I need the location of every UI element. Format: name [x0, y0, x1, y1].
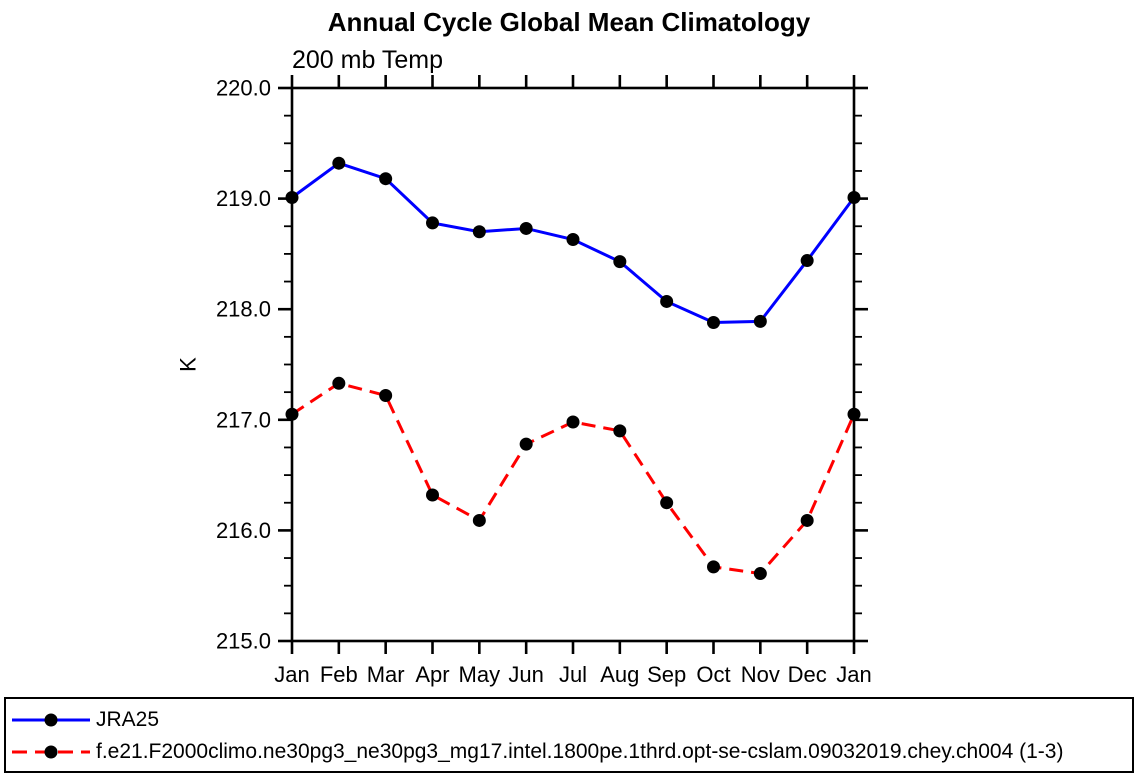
data-point-series-1	[519, 221, 533, 235]
x-axis: Jan Feb Mar Apr May Jun Jul Aug Sep Oct Nov Dec Jan	[274, 75, 872, 687]
legend: JRA25 f.e21.F2000climo.ne30pg3_ne30pg3_m…	[4, 697, 1134, 773]
y-tick-label: 220.0	[216, 76, 271, 101]
data-point-series-2	[426, 488, 439, 502]
legend-label: JRA25	[96, 708, 160, 731]
data-point-series-2	[753, 567, 767, 581]
data-point-series-2	[847, 407, 861, 421]
x-tick-label: Oct	[696, 662, 730, 687]
data-point-series-2	[800, 513, 814, 527]
data-point-series-1	[426, 216, 439, 230]
data-point-series-2	[566, 415, 580, 429]
data-point-series-2	[519, 437, 533, 451]
x-tick-label: May	[459, 662, 501, 687]
x-tick-label: Nov	[741, 662, 780, 687]
data-point-series-1	[660, 294, 674, 308]
y-tick-label: 215.0	[216, 629, 271, 654]
x-tick-label: Jun	[508, 662, 543, 687]
y-axis-label: K	[176, 357, 201, 372]
legend-marker-dot	[44, 745, 58, 759]
data-point-series-1	[472, 225, 486, 239]
data-point-series-1	[566, 233, 580, 247]
data-point-series-2	[379, 388, 393, 402]
legend-item-model-run: f.e21.F2000climo.ne30pg3_ne30pg3_mg17.in…	[6, 736, 1132, 768]
data-point-series-1	[332, 156, 346, 170]
data-point-series-2	[472, 513, 486, 527]
legend-marker-dot	[44, 713, 58, 727]
x-tick-label: Dec	[788, 662, 827, 687]
data-point-series-1	[753, 314, 767, 328]
legend-label: f.e21.F2000climo.ne30pg3_ne30pg3_mg17.in…	[96, 740, 1064, 763]
x-tick-label: Jan	[274, 662, 309, 687]
data-point-series-1	[707, 315, 720, 329]
y-tick-label: 218.0	[216, 297, 271, 322]
data-point-series-1	[847, 190, 861, 204]
x-tick-label: Mar	[367, 662, 405, 687]
chart-subtitle: 200 mb Temp	[292, 46, 444, 74]
x-tick-label: Jul	[559, 662, 587, 687]
data-point-series-1	[379, 172, 393, 186]
y-tick-label: 219.0	[216, 186, 271, 211]
data-point-series-2	[332, 376, 346, 390]
legend-line-sample-dashed	[12, 745, 90, 759]
data-point-series-2	[660, 496, 674, 510]
legend-line-sample-solid	[12, 713, 90, 727]
chart-title: Annual Cycle Global Mean Climatology	[327, 7, 811, 37]
line-chart: 215.0 216.0 217.0 218.0 219.0 220.0 Jan Feb Mar A…	[176, 75, 872, 687]
data-point-series-1	[613, 255, 627, 269]
y-axis: 215.0 216.0 217.0 218.0 219.0 220.0	[216, 76, 868, 654]
data-point-series-2	[707, 560, 720, 574]
x-tick-label: Jan	[836, 662, 871, 687]
y-tick-label: 216.0	[216, 518, 271, 543]
data-point-series-1	[800, 254, 814, 268]
x-tick-label: Feb	[320, 662, 358, 687]
series-line-2	[291, 381, 856, 576]
x-tick-label: Aug	[600, 662, 639, 687]
x-tick-label: Sep	[647, 662, 686, 687]
x-tick-label: Apr	[415, 662, 449, 687]
legend-item-jra25: JRA25	[6, 704, 1132, 736]
data-point-series-2	[285, 407, 299, 421]
data-point-series-2	[613, 424, 627, 438]
data-point-series-1	[285, 190, 299, 204]
y-tick-label: 217.0	[216, 407, 271, 432]
plot-frame	[290, 86, 856, 643]
